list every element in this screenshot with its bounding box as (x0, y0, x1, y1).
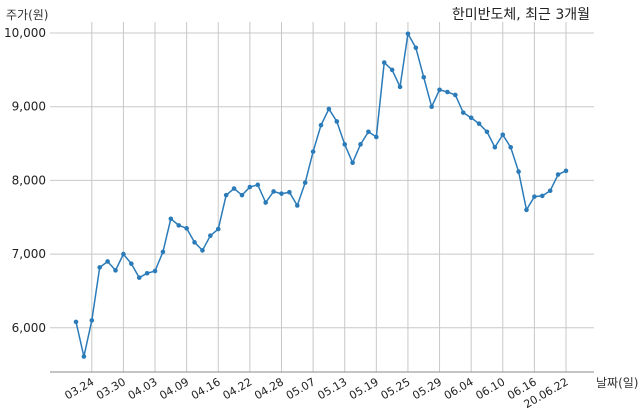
data-point (302, 180, 308, 185)
data-point (231, 186, 237, 191)
data-point (508, 144, 513, 150)
data-point (374, 134, 379, 140)
data-point (97, 265, 103, 270)
x-tick-label: 03.30 (94, 375, 128, 402)
x-tick-label: 06.04 (442, 375, 476, 402)
x-tick-label: 04.16 (189, 375, 223, 402)
data-point (200, 248, 205, 253)
data-point (105, 259, 110, 264)
x-axis-title: 날짜(일) (596, 376, 638, 390)
x-tick-label: 03.24 (63, 375, 97, 402)
x-tick-label: 06.10 (473, 375, 507, 402)
data-point (326, 106, 332, 112)
data-point (279, 191, 284, 196)
data-point (176, 223, 182, 228)
x-tick-label: 04.22 (221, 375, 255, 402)
series-layer (75, 31, 567, 357)
data-point (287, 189, 292, 195)
data-point (366, 129, 371, 135)
y-tick-label: 6,000 (12, 321, 46, 335)
data-point (413, 45, 419, 51)
data-point (437, 87, 442, 93)
data-point (73, 319, 79, 325)
data-point (397, 84, 403, 90)
x-tick-label: 05.19 (347, 375, 381, 402)
data-point (255, 182, 261, 188)
data-point (152, 268, 158, 274)
data-point (136, 275, 142, 280)
data-point (539, 193, 545, 199)
x-tick-label: 05.29 (410, 375, 444, 402)
data-point (168, 216, 174, 222)
data-point (524, 207, 529, 213)
data-point (555, 172, 561, 177)
y-tick-label: 10,000 (4, 26, 46, 40)
data-point (405, 31, 411, 37)
data-point (445, 89, 450, 95)
data-point (476, 121, 482, 126)
data-point (129, 261, 134, 266)
data-point (81, 354, 87, 359)
data-point (421, 74, 427, 80)
data-point (184, 226, 189, 231)
data-point (453, 92, 458, 98)
data-points (73, 31, 569, 359)
data-point (460, 110, 466, 115)
y-tick-label: 8,000 (12, 173, 46, 187)
x-tick-label: 04.28 (252, 375, 286, 402)
data-point (547, 188, 553, 194)
data-point (342, 142, 348, 147)
y-tick-label: 9,000 (12, 100, 46, 114)
data-point (516, 169, 521, 174)
x-tick-label: 04.09 (157, 375, 191, 402)
data-point (113, 268, 118, 273)
data-point (484, 129, 490, 135)
data-point (389, 67, 395, 73)
x-tick-label: 05.13 (315, 375, 349, 402)
data-point (563, 168, 569, 174)
data-point (532, 194, 537, 199)
y-tick-label: 7,000 (12, 247, 46, 261)
data-point (294, 203, 300, 208)
data-point (358, 142, 363, 147)
data-point (223, 192, 229, 198)
x-tick-labels: 03.2403.3004.0304.0904.1604.2204.2805.07… (63, 375, 571, 411)
data-point (350, 160, 355, 166)
x-tick-label: 05.07 (284, 375, 318, 402)
y-axis-title: 주가(원) (6, 8, 48, 22)
data-point (500, 132, 506, 138)
data-point (239, 192, 245, 198)
data-point (468, 115, 474, 121)
data-point (318, 122, 324, 128)
data-point (215, 226, 221, 232)
data-point (192, 240, 197, 245)
data-point (121, 251, 126, 257)
data-point (208, 233, 213, 238)
series-line (75, 31, 567, 357)
data-point (310, 149, 316, 154)
data-point (271, 189, 276, 194)
data-point (144, 270, 150, 276)
chart-title: 한미반도체, 최근 3개월 (452, 7, 590, 23)
data-point (247, 184, 253, 190)
x-tick-label: 04.03 (126, 375, 160, 402)
data-point (381, 60, 387, 65)
x-tick-label: 05.25 (379, 375, 413, 402)
grid-layer (50, 22, 594, 372)
data-point (89, 318, 95, 323)
data-point (429, 104, 434, 110)
data-point (492, 144, 498, 150)
data-point (334, 119, 340, 124)
y-tick-labels: 6,000 7,000 8,000 9,000 10,000 (4, 26, 46, 335)
data-point (263, 200, 268, 205)
data-point (160, 249, 166, 255)
